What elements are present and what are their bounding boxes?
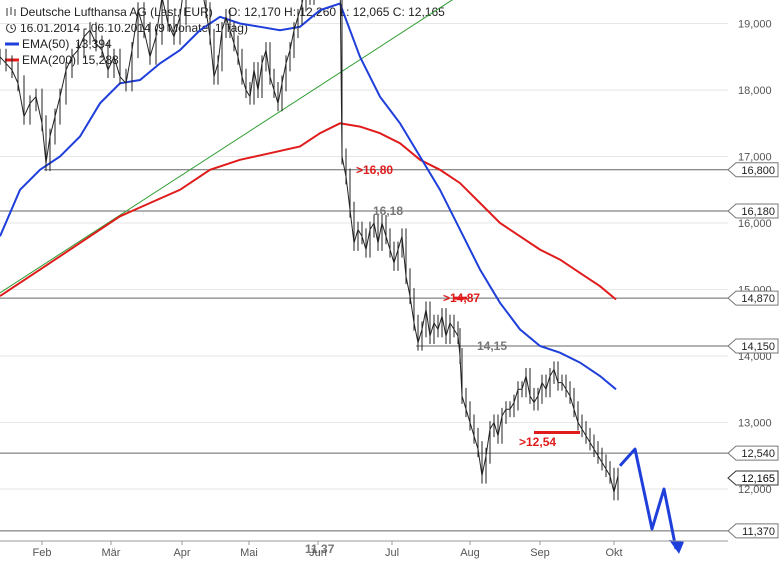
- y-tick-label: 14,000: [738, 351, 772, 363]
- legend-ema200-value: 15,283: [82, 53, 119, 67]
- annotation-label: >16,80: [356, 163, 393, 177]
- last-price-box: [727, 470, 779, 486]
- price-line: [0, 0, 619, 493]
- annotation-label: 16,18: [373, 204, 403, 218]
- projection-arrowhead: [669, 539, 684, 554]
- chart-header: Deutsche Lufthansa AG (Last, EUR) O: 12,…: [5, 5, 445, 67]
- price-series: [0, 0, 619, 501]
- chart-title: Deutsche Lufthansa AG (Last, EUR): [20, 5, 213, 19]
- level-label: 14,150: [741, 341, 775, 353]
- x-tick-label: Okt: [605, 547, 622, 559]
- annotation-label: 14,15: [477, 339, 507, 353]
- y-tick-label: 16,000: [738, 218, 772, 230]
- x-tick-label: Mär: [102, 547, 121, 559]
- level-label-box: [727, 338, 779, 354]
- y-tick-label: 13,000: [738, 418, 772, 430]
- annotation-label: 11,37: [305, 542, 335, 556]
- y-tick-label: 19,000: [738, 19, 772, 31]
- x-axis: Feb Mär Apr Mai Jun Jul Aug Sep Okt: [0, 540, 728, 559]
- ohlc-readout: O: 12,170 H: 12,260 L: 12,065 C: 12,165: [228, 5, 445, 19]
- level-label-box: [727, 523, 779, 539]
- projection-arrow: [618, 447, 678, 550]
- y-tick-label: 12,000: [738, 484, 772, 496]
- legend-ema200-name: EMA(200): [22, 53, 76, 67]
- y-gridlines: [0, 23, 728, 490]
- x-tick-label: Feb: [33, 547, 52, 559]
- level-label: 11,370: [742, 526, 775, 538]
- level-label: 14,870: [741, 293, 775, 305]
- candles-icon: [6, 7, 16, 16]
- level-label-box: [727, 203, 779, 219]
- ema200-line: [0, 122, 617, 301]
- trend-line: [0, 0, 454, 294]
- level-label: 16,800: [741, 165, 775, 177]
- level-label: 16,180: [741, 206, 775, 218]
- x-tick-label: Sep: [530, 547, 550, 559]
- support-resistance-lines: 20,29016,80016,18014,87014,15012,54011,3…: [0, 162, 779, 539]
- level-label-box: [727, 290, 779, 306]
- y-tick-label: 18,000: [738, 85, 772, 97]
- level-label-box: [727, 162, 779, 178]
- last-price-label: 12,165: [741, 473, 775, 485]
- period-label: 16.01.2014 - 06.10.2014 (9 Monate, 1 Tag…: [20, 21, 248, 35]
- x-tick-label: Aug: [460, 547, 480, 559]
- trend-line-segment: [0, 0, 454, 294]
- clock-icon: [6, 23, 16, 33]
- level-label: 12,540: [741, 448, 775, 460]
- annotation-label: >12,54: [519, 435, 556, 449]
- ema50-line: [0, 2, 617, 391]
- level-label-box: [727, 445, 779, 461]
- x-tick-label: Mai: [240, 547, 258, 559]
- x-tick-label: Jun: [309, 547, 327, 559]
- legend-ema50-name: EMA(50): [22, 37, 69, 51]
- x-tick-label: Jul: [385, 547, 399, 559]
- x-tick-label: Apr: [173, 547, 190, 559]
- plot-series: [0, 0, 684, 554]
- y-axis-labels: 12,00013,00014,00015,00016,00017,00018,0…: [738, 19, 772, 497]
- y-tick-label: 17,000: [738, 152, 772, 164]
